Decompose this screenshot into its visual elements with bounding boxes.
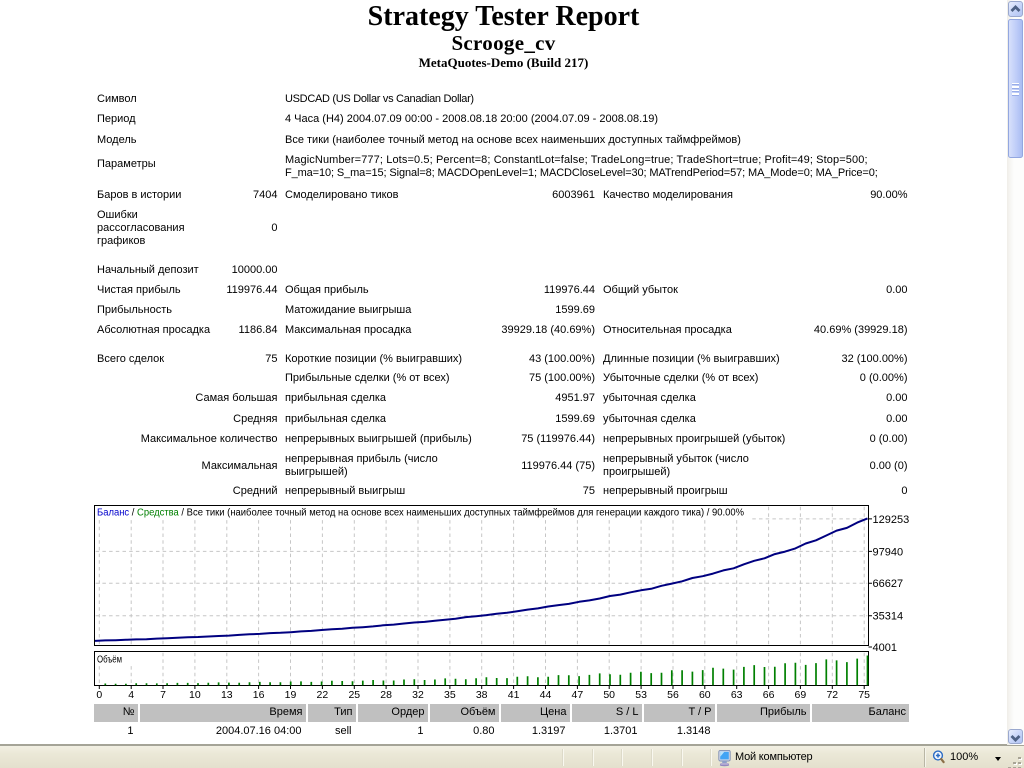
- svg-text:72: 72: [826, 689, 838, 701]
- svg-text:129253: 129253: [873, 514, 910, 526]
- svg-text:66627: 66627: [873, 578, 904, 590]
- svg-text:13: 13: [221, 689, 233, 701]
- svg-text:66: 66: [763, 689, 775, 701]
- svg-text:7: 7: [160, 689, 166, 701]
- svg-text:35: 35: [444, 689, 456, 701]
- svg-text:44: 44: [540, 689, 552, 701]
- svg-text:22: 22: [317, 689, 329, 701]
- svg-text:41: 41: [508, 689, 520, 701]
- svg-text:Объём: Объём: [97, 654, 122, 666]
- svg-text:50: 50: [603, 689, 615, 701]
- svg-text:69: 69: [795, 689, 807, 701]
- svg-text:47: 47: [572, 689, 584, 701]
- svg-text:35314: 35314: [873, 611, 904, 623]
- svg-text:0: 0: [96, 689, 102, 701]
- svg-text:10: 10: [189, 689, 201, 701]
- svg-text:75: 75: [858, 689, 870, 701]
- svg-text:38: 38: [476, 689, 488, 701]
- svg-text:97940: 97940: [873, 546, 904, 558]
- svg-text:16: 16: [253, 689, 265, 701]
- svg-text:53: 53: [635, 689, 647, 701]
- svg-text:25: 25: [348, 689, 360, 701]
- svg-text:56: 56: [667, 689, 679, 701]
- svg-text:63: 63: [731, 689, 743, 701]
- svg-text:60: 60: [699, 689, 711, 701]
- svg-text:32: 32: [412, 689, 424, 701]
- svg-text:Баланс / Средства / Все тики (: Баланс / Средства / Все тики (наиболее т…: [97, 506, 744, 518]
- svg-text:19: 19: [285, 689, 297, 701]
- svg-text:4: 4: [128, 689, 134, 701]
- svg-text:4001: 4001: [873, 642, 897, 654]
- svg-text:28: 28: [380, 689, 392, 701]
